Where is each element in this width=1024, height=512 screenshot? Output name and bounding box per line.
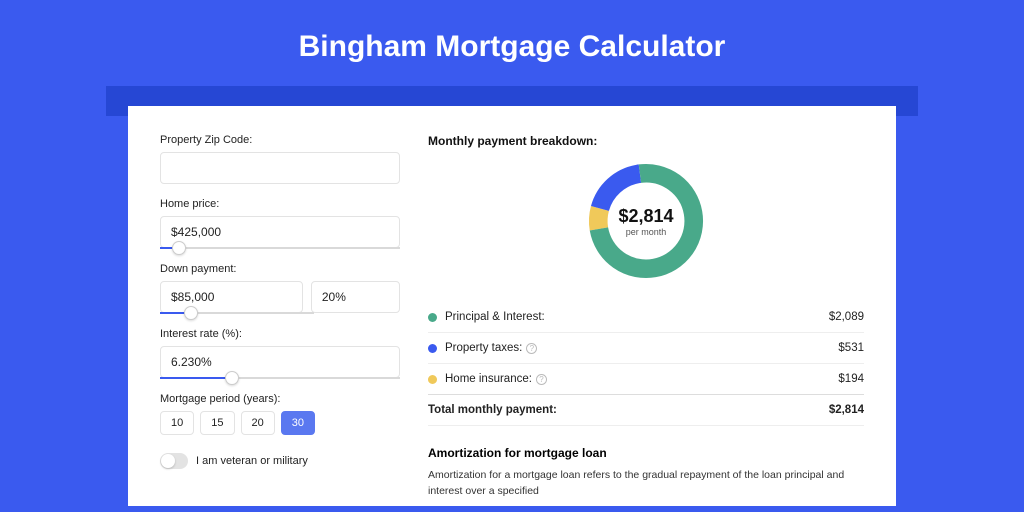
veteran-label: I am veteran or military — [196, 455, 308, 467]
breakdown-total-row: Total monthly payment: $2,814 — [428, 395, 864, 426]
breakdown-row: Property taxes: ?$531 — [428, 333, 864, 364]
field-interest-rate: Interest rate (%): — [160, 328, 400, 379]
breakdown-row: Home insurance: ?$194 — [428, 364, 864, 395]
zip-input[interactable] — [160, 152, 400, 184]
interest-rate-slider[interactable] — [160, 377, 400, 379]
breakdown-amount: $194 — [838, 373, 864, 385]
period-option-10[interactable]: 10 — [160, 411, 194, 435]
breakdown-label: Home insurance: ? — [445, 373, 838, 385]
breakdown-amount: $531 — [838, 342, 864, 354]
zip-label: Property Zip Code: — [160, 134, 400, 146]
donut-chart: $2,814 per month — [428, 158, 864, 284]
home-price-input[interactable] — [160, 216, 400, 248]
down-payment-label: Down payment: — [160, 263, 400, 275]
page-title: Bingham Mortgage Calculator — [0, 0, 1024, 86]
breakdown-title: Monthly payment breakdown: — [428, 134, 864, 148]
interest-rate-label: Interest rate (%): — [160, 328, 400, 340]
field-down-payment: Down payment: — [160, 263, 400, 314]
period-option-20[interactable]: 20 — [241, 411, 275, 435]
down-payment-slider[interactable] — [160, 312, 314, 314]
breakdown-rows: Principal & Interest:$2,089Property taxe… — [428, 302, 864, 395]
period-options: 1015 2030 — [160, 411, 400, 435]
field-home-price: Home price: — [160, 198, 400, 249]
calculator-card: Property Zip Code: Home price: Down paym… — [128, 106, 896, 506]
help-icon[interactable]: ? — [526, 343, 537, 354]
total-amount: $2,814 — [829, 404, 864, 416]
donut-amount: $2,814 — [618, 206, 673, 227]
veteran-row: I am veteran or military — [160, 453, 400, 469]
help-icon[interactable]: ? — [536, 374, 547, 385]
legend-dot — [428, 375, 437, 384]
donut-sub: per month — [626, 227, 667, 237]
amortization-title: Amortization for mortgage loan — [428, 446, 864, 460]
breakdown-label: Principal & Interest: — [445, 311, 829, 323]
amortization-section: Amortization for mortgage loan Amortizat… — [428, 446, 864, 500]
legend-dot — [428, 313, 437, 322]
field-period: Mortgage period (years): 1015 2030 — [160, 393, 400, 435]
form-panel: Property Zip Code: Home price: Down paym… — [160, 134, 400, 506]
interest-rate-input[interactable] — [160, 346, 400, 378]
amortization-text: Amortization for a mortgage loan refers … — [428, 468, 864, 500]
home-price-label: Home price: — [160, 198, 400, 210]
breakdown-label: Property taxes: ? — [445, 342, 838, 354]
period-option-30[interactable]: 30 — [281, 411, 315, 435]
down-payment-amount-input[interactable] — [160, 281, 303, 313]
period-option-15[interactable]: 15 — [200, 411, 234, 435]
breakdown-row: Principal & Interest:$2,089 — [428, 302, 864, 333]
breakdown-amount: $2,089 — [829, 311, 864, 323]
period-label: Mortgage period (years): — [160, 393, 400, 405]
legend-dot — [428, 344, 437, 353]
veteran-toggle[interactable] — [160, 453, 188, 469]
total-label: Total monthly payment: — [428, 404, 829, 416]
down-payment-percent-input[interactable] — [311, 281, 400, 313]
breakdown-panel: Monthly payment breakdown: $2,814 per mo… — [428, 134, 864, 506]
home-price-slider[interactable] — [160, 247, 400, 249]
field-zip: Property Zip Code: — [160, 134, 400, 184]
